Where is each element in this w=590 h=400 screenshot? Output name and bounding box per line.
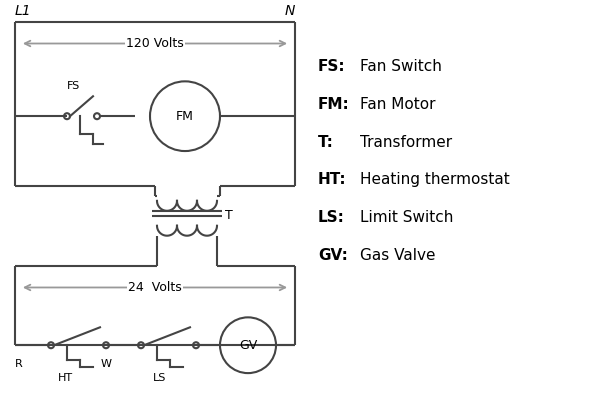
Circle shape <box>193 342 199 348</box>
Text: FM: FM <box>176 110 194 123</box>
Text: Gas Valve: Gas Valve <box>360 248 435 263</box>
Text: Heating thermostat: Heating thermostat <box>360 172 510 188</box>
Text: FM:: FM: <box>318 97 350 112</box>
Text: T:: T: <box>318 134 334 150</box>
Text: HT:: HT: <box>318 172 347 188</box>
Text: Limit Switch: Limit Switch <box>360 210 453 225</box>
Text: FS: FS <box>67 81 80 91</box>
Circle shape <box>103 342 109 348</box>
Text: T: T <box>225 209 232 222</box>
Text: LS: LS <box>153 373 167 383</box>
Circle shape <box>94 113 100 119</box>
Text: FS:: FS: <box>318 59 346 74</box>
Text: W: W <box>100 359 112 369</box>
Text: HT: HT <box>57 373 73 383</box>
Text: Transformer: Transformer <box>360 134 452 150</box>
Text: Fan Switch: Fan Switch <box>360 59 442 74</box>
Text: R: R <box>15 359 23 369</box>
Circle shape <box>138 342 144 348</box>
Text: GV:: GV: <box>318 248 348 263</box>
Circle shape <box>48 342 54 348</box>
Text: L1: L1 <box>15 4 32 18</box>
Circle shape <box>64 113 70 119</box>
Text: LS:: LS: <box>318 210 345 225</box>
Text: 120 Volts: 120 Volts <box>126 37 184 50</box>
Text: Fan Motor: Fan Motor <box>360 97 435 112</box>
Text: N: N <box>284 4 295 18</box>
Text: 24  Volts: 24 Volts <box>128 281 182 294</box>
Text: GV: GV <box>239 339 257 352</box>
